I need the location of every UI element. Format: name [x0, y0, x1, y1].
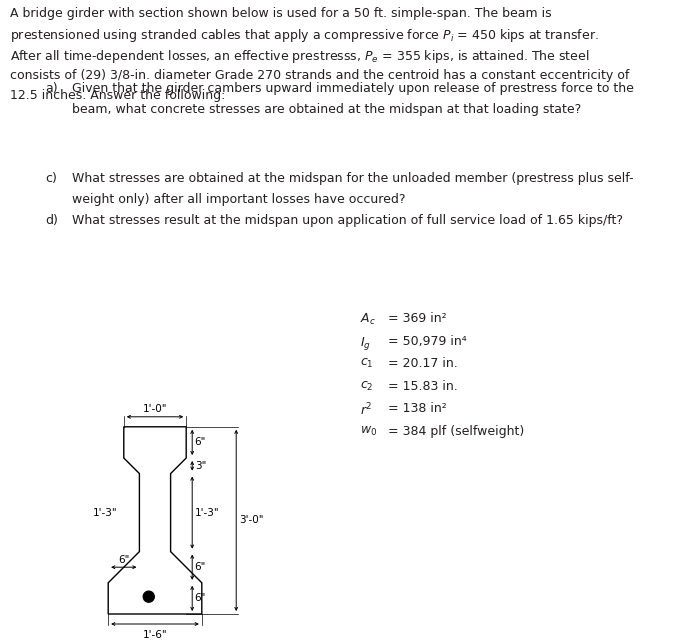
Text: consists of (29) 3/8-in. diameter Grade 270 strands and the centroid has a const: consists of (29) 3/8-in. diameter Grade … [10, 69, 629, 82]
Text: = 138 in²: = 138 in² [388, 402, 447, 415]
Text: $c_2$: $c_2$ [360, 379, 373, 393]
Text: = 384 plf (selfweight): = 384 plf (selfweight) [388, 424, 524, 437]
Text: $I_g$: $I_g$ [360, 334, 371, 352]
Text: 3": 3" [195, 461, 206, 471]
Text: = 20.17 in.: = 20.17 in. [388, 357, 458, 370]
Text: = 15.83 in.: = 15.83 in. [388, 379, 458, 392]
Text: 3'-0": 3'-0" [239, 516, 263, 525]
Text: 6": 6" [195, 562, 206, 572]
Text: weight only) after all important losses have occured?: weight only) after all important losses … [72, 193, 405, 205]
Text: After all time-dependent losses, an effective prestresss, $P_e$ = 355 kips, is a: After all time-dependent losses, an effe… [10, 48, 589, 65]
Text: 1'-3": 1'-3" [93, 508, 117, 517]
Text: 6": 6" [195, 437, 206, 447]
Circle shape [143, 591, 154, 602]
Text: prestensioned using stranded cables that apply a compressive force $P_i$ = 450 k: prestensioned using stranded cables that… [10, 28, 599, 44]
Text: 6": 6" [195, 593, 206, 603]
Text: What stresses result at the midspan upon application of full service load of 1.6: What stresses result at the midspan upon… [72, 214, 623, 227]
Text: = 369 in²: = 369 in² [388, 312, 447, 325]
Text: d): d) [45, 214, 58, 227]
Text: beam, what concrete stresses are obtained at the midspan at that loading state?: beam, what concrete stresses are obtaine… [72, 103, 582, 116]
Text: Given that the girder cambers upward immediately upon release of prestress force: Given that the girder cambers upward imm… [72, 82, 634, 95]
Text: 1'-0": 1'-0" [143, 404, 167, 414]
Text: $w_0$: $w_0$ [360, 424, 378, 438]
Text: = 50,979 in⁴: = 50,979 in⁴ [388, 334, 467, 347]
Text: c): c) [45, 172, 57, 185]
Text: 1'-6": 1'-6" [143, 630, 167, 641]
Text: 6": 6" [118, 555, 130, 565]
Text: A bridge girder with section shown below is used for a 50 ft. simple-span. The b: A bridge girder with section shown below… [10, 7, 552, 20]
Text: a): a) [45, 82, 58, 95]
Text: $r^2$: $r^2$ [360, 402, 373, 419]
Text: 12.5 inches. Answer the following:: 12.5 inches. Answer the following: [10, 89, 226, 102]
Text: What stresses are obtained at the midspan for the unloaded member (prestress plu: What stresses are obtained at the midspa… [72, 172, 634, 185]
Polygon shape [108, 427, 202, 614]
Text: $A_c$: $A_c$ [360, 312, 376, 327]
Text: $c_1$: $c_1$ [360, 357, 373, 370]
Text: 1'-3": 1'-3" [195, 508, 219, 517]
